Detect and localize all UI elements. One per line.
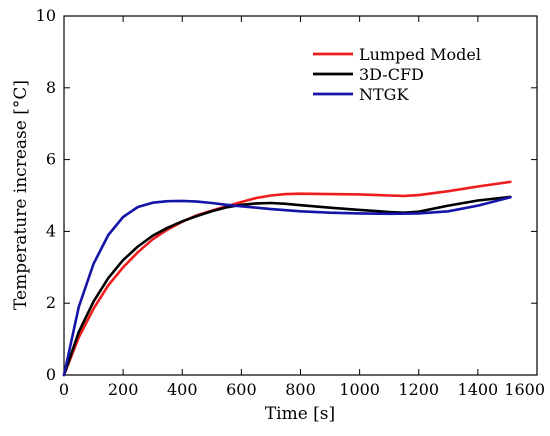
y-tick-label: 6 <box>46 150 56 169</box>
y-tick-label: 2 <box>46 293 56 312</box>
series-lines <box>62 180 512 377</box>
x-tick-label: 800 <box>285 380 316 399</box>
x-axis-ticks: 0 200 400 600 800 1000 1200 1400 1600 <box>59 16 545 399</box>
x-tick-label: 1400 <box>458 380 499 399</box>
x-axis-label: Time [s] <box>265 404 335 424</box>
x-tick-label: 400 <box>167 380 198 399</box>
y-axis-ticks: 0 2 4 6 8 10 <box>36 6 537 384</box>
legend-label-lumped-model: Lumped Model <box>359 45 481 64</box>
x-tick-label: 600 <box>226 380 257 399</box>
x-tick-label: 200 <box>108 380 139 399</box>
y-tick-label: 0 <box>46 365 56 384</box>
x-tick-label: 1000 <box>339 380 380 399</box>
y-tick-label: 4 <box>46 221 56 240</box>
legend-label-ntgk: NTGK <box>359 85 409 104</box>
legend-label-3d-cfd: 3D-CFD <box>359 65 424 84</box>
y-tick-label: 8 <box>46 78 56 97</box>
x-tick-label: 1600 <box>504 380 545 399</box>
x-tick-label: 1200 <box>398 380 439 399</box>
series-line-lumped-model <box>62 180 512 377</box>
plot-frame <box>63 15 538 376</box>
y-tick-label: 10 <box>36 6 56 25</box>
series-line-ntgk <box>62 196 512 377</box>
y-axis-label: Temperature increase [°C] <box>11 80 31 310</box>
x-tick-label: 0 <box>59 380 69 399</box>
